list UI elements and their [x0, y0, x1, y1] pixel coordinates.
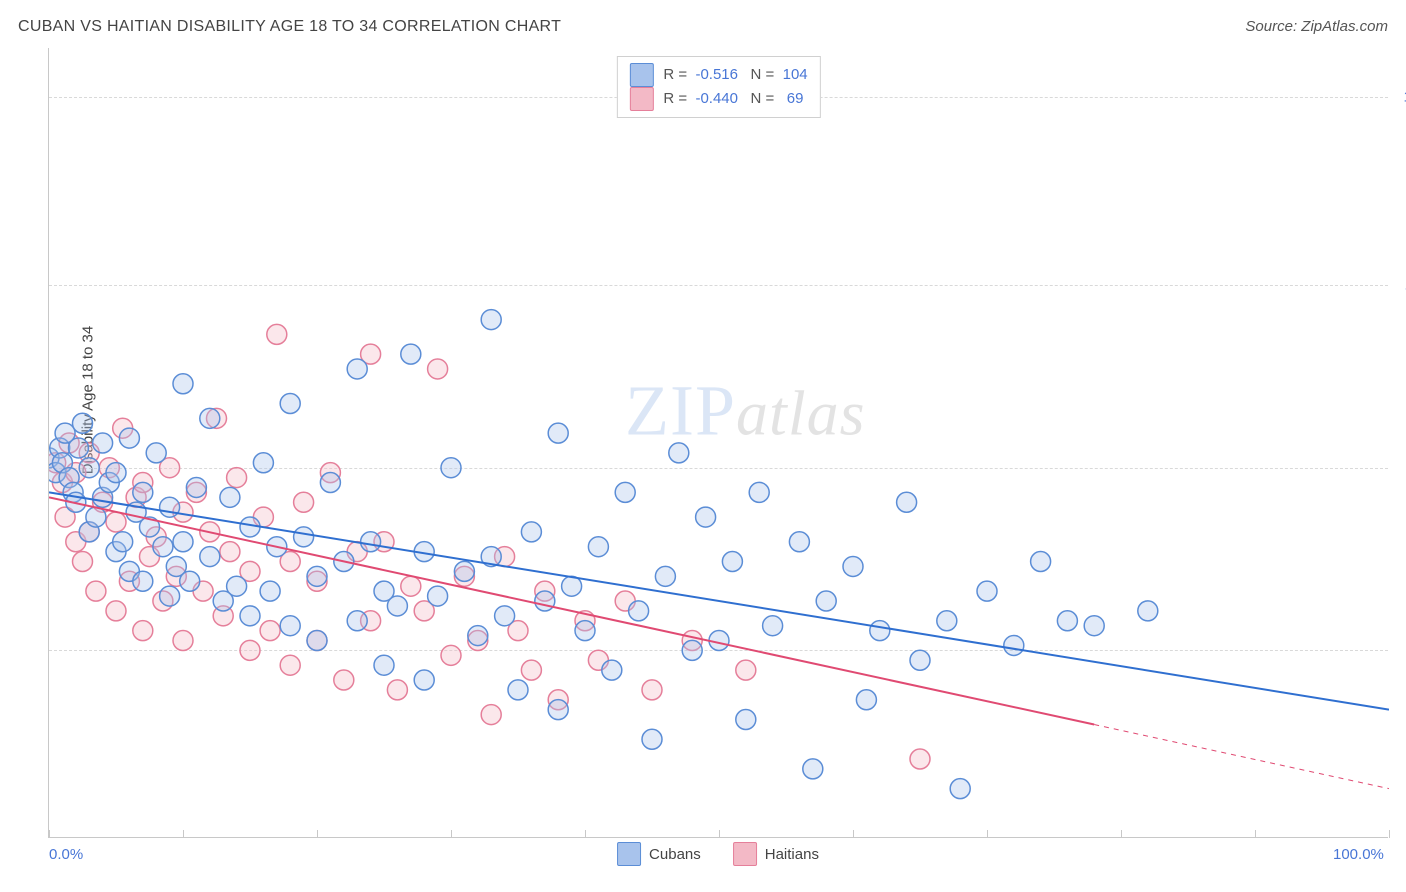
y-tick-label: 3.8%	[1396, 642, 1406, 659]
trend-line-cubans	[49, 492, 1389, 709]
legend-series: Cubans Haitians	[617, 842, 819, 866]
plot-area: ZIPatlas R = -0.516 N = 104R = -0.440 N …	[48, 48, 1388, 838]
y-tick-label: 7.5%	[1396, 459, 1406, 476]
plot-container: ZIPatlas R = -0.516 N = 104R = -0.440 N …	[48, 48, 1388, 838]
trend-line-haitians-extrapolated	[1094, 725, 1389, 789]
y-tick-label: 15.0%	[1396, 89, 1406, 106]
legend-stats-row: R = -0.516 N = 104	[629, 63, 807, 87]
x-tick-label: 0.0%	[49, 846, 83, 863]
x-tick	[1389, 830, 1390, 838]
legend-label-cubans: Cubans	[649, 846, 701, 863]
x-tick-label: 100.0%	[1333, 846, 1384, 863]
chart-title: CUBAN VS HAITIAN DISABILITY AGE 18 TO 34…	[18, 18, 561, 36]
legend-swatch-haitians	[733, 842, 757, 866]
legend-label-haitians: Haitians	[765, 846, 819, 863]
source-prefix: Source:	[1245, 18, 1301, 35]
source-attribution: Source: ZipAtlas.com	[1245, 18, 1388, 35]
legend-stats-swatch	[629, 87, 653, 111]
legend-swatch-cubans	[617, 842, 641, 866]
legend-stats-row: R = -0.440 N = 69	[629, 87, 807, 111]
legend-stats-text: R = -0.516 N = 104	[663, 63, 807, 87]
legend-stats-swatch	[629, 63, 653, 87]
y-tick-label: 11.2%	[1396, 277, 1406, 294]
trend-lines-layer	[49, 48, 1389, 838]
trend-line-haitians	[49, 497, 1094, 724]
legend-stats-text: R = -0.440 N = 69	[663, 87, 803, 111]
legend-item-haitians: Haitians	[733, 842, 819, 866]
legend-stats: R = -0.516 N = 104R = -0.440 N = 69	[616, 56, 820, 118]
legend-item-cubans: Cubans	[617, 842, 701, 866]
source-name: ZipAtlas.com	[1301, 18, 1388, 35]
